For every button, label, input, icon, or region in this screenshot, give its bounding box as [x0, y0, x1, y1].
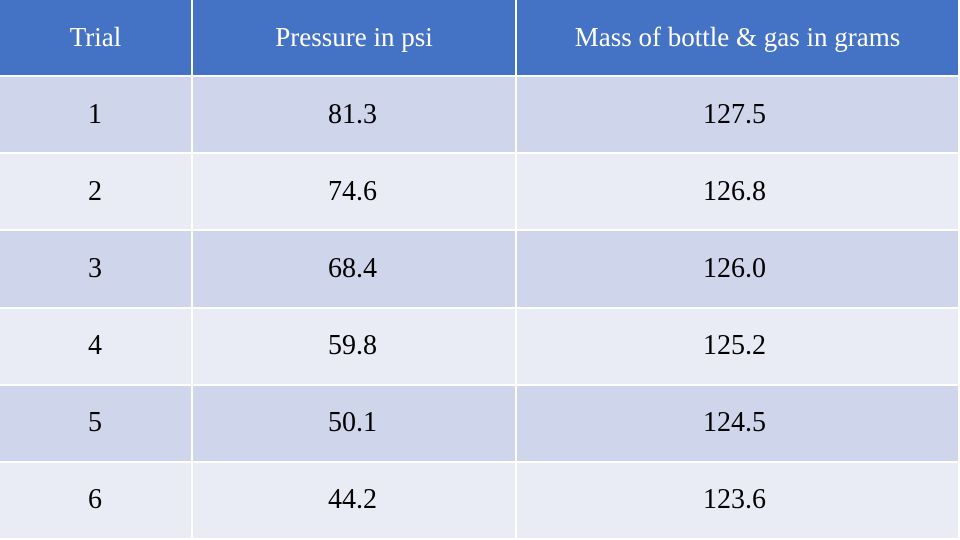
table-cell: 5	[0, 385, 193, 463]
table-cell: 127.5	[517, 77, 960, 155]
table-cell: 1	[0, 77, 193, 155]
table-cell: 81.3	[193, 77, 517, 155]
table-cell: 4	[0, 308, 193, 386]
table-cell: 44.2	[193, 462, 517, 540]
table-cell: 50.1	[193, 385, 517, 463]
table-cell: 124.5	[517, 385, 960, 463]
table-cell: 125.2	[517, 308, 960, 386]
table-cell: 6	[0, 462, 193, 540]
table-cell: 2	[0, 154, 193, 232]
header-cell: Mass of bottle & gas in grams	[517, 0, 960, 78]
table-cell: 3	[0, 231, 193, 309]
table-cell: 74.6	[193, 154, 517, 232]
header-cell: Trial	[0, 0, 193, 78]
table-cell: 59.8	[193, 308, 517, 386]
header-cell: Pressure in psi	[193, 0, 517, 78]
table-cell: 68.4	[193, 231, 517, 309]
table-cell: 126.8	[517, 154, 960, 232]
table-cell: 126.0	[517, 231, 960, 309]
table-cell: 123.6	[517, 462, 960, 540]
